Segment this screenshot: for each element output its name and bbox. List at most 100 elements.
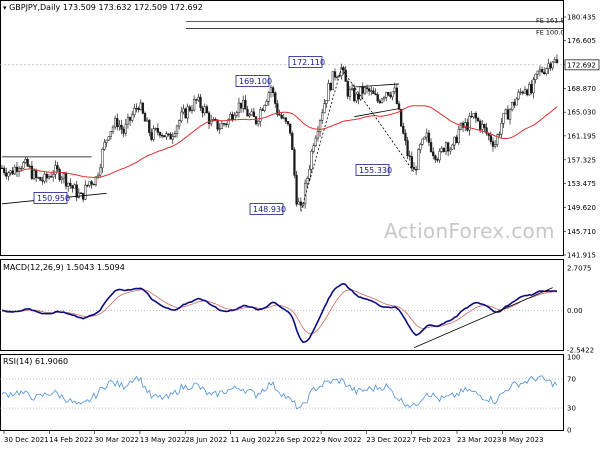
- candle-body: [391, 91, 394, 98]
- ohlc-high: 173.632: [98, 3, 132, 12]
- candle-body: [124, 123, 127, 134]
- candle-body: [483, 124, 486, 128]
- candle-body: [269, 87, 273, 93]
- axis-layer: 180.435 176.605 172.692 168.870 165.030 161.1…: [3, 14, 600, 444]
- candle-body: [146, 119, 149, 122]
- rsi-tick-label: 0: [567, 427, 571, 435]
- candle-body: [404, 133, 407, 141]
- candle-body: [295, 174, 298, 205]
- candle-body: [385, 92, 388, 98]
- candle-body: [39, 177, 42, 181]
- candle-body: [9, 170, 12, 174]
- candle-body: [45, 173, 48, 179]
- candle-body: [105, 139, 108, 143]
- candle-body: [536, 70, 539, 75]
- date-tick-label: 7 Feb 2023: [412, 436, 451, 444]
- candle-body: [280, 114, 283, 119]
- candle-body: [126, 116, 130, 125]
- candle-body: [128, 116, 132, 121]
- candle-body: [203, 106, 206, 114]
- candle-body: [47, 176, 51, 179]
- candle-body: [175, 125, 179, 134]
- candle-body: [327, 83, 330, 101]
- candle-body: [222, 123, 226, 125]
- candle-body: [49, 176, 53, 178]
- candle-body: [408, 155, 411, 157]
- candle-body: [470, 115, 473, 118]
- candle-body: [547, 63, 550, 69]
- date-tick-label: 13 May 2022: [140, 436, 186, 444]
- price-annotation-box: [235, 75, 270, 87]
- candle-body: [178, 120, 181, 127]
- candle-body: [220, 123, 224, 129]
- fe-161-label: FE 161.8: [536, 17, 565, 25]
- watermark: ActionForex.com: [384, 219, 555, 243]
- price-panel-frame: [0, 0, 564, 256]
- candle-body: [549, 63, 552, 69]
- candle-body: [103, 142, 106, 150]
- candle-body: [553, 59, 557, 63]
- candle-body: [75, 184, 78, 198]
- candle-body: [231, 114, 234, 120]
- candle-body: [425, 132, 428, 138]
- date-tick-label: 9 Nov 2022: [321, 436, 361, 444]
- rsi-layer: [0, 375, 563, 410]
- candle-body: [246, 109, 249, 117]
- candle-body: [438, 151, 441, 161]
- candle-body: [5, 172, 8, 177]
- macd-tick-label: 2.7075: [567, 265, 592, 273]
- candle-body: [318, 120, 322, 132]
- candle-body: [485, 127, 488, 134]
- candle-body: [135, 107, 138, 110]
- candle-body: [201, 107, 204, 114]
- date-tick-label: 26 Sep 2022: [276, 436, 320, 444]
- candle-body: [449, 148, 452, 152]
- candle-body: [504, 109, 507, 114]
- candle-body: [182, 108, 185, 113]
- candle-body: [538, 69, 542, 72]
- price-tick-label: 165.030: [567, 109, 596, 117]
- candle-body: [410, 156, 413, 168]
- candle-body: [517, 91, 520, 100]
- ohlc-low: 172.509: [134, 3, 168, 12]
- candle-body: [58, 168, 61, 181]
- candle-body: [376, 94, 379, 102]
- label-layer: 172.110 169.100 155.330 150.950 148.930: [33, 56, 392, 215]
- candle-body: [515, 98, 518, 106]
- candle-body: [361, 86, 364, 94]
- candle-body: [321, 112, 324, 121]
- candle-body: [466, 122, 469, 131]
- price-annotation-box: [288, 56, 323, 68]
- candle-body: [329, 83, 332, 91]
- price-panel-title: ▾ GBPJPY,Daily 173.509 173.632 172.509 1…: [3, 3, 203, 12]
- candle-body: [350, 88, 354, 90]
- candle-body: [551, 61, 554, 69]
- candle-body: [534, 73, 537, 80]
- price-annotation-label: 150.950: [37, 194, 70, 203]
- candle-body: [79, 192, 83, 195]
- candle-body: [86, 184, 89, 187]
- price-tick-label: 157.325: [567, 156, 596, 164]
- rsi-tick-label: 100: [567, 354, 580, 362]
- candle-body: [382, 97, 386, 100]
- macd-panel-frame: [0, 259, 564, 351]
- candle-body: [233, 115, 236, 120]
- candle-body: [293, 149, 296, 176]
- candle-body: [197, 96, 200, 101]
- date-tick-label: 30 Mar 2022: [95, 436, 139, 444]
- candle-body: [32, 170, 36, 179]
- candle-body: [190, 109, 194, 112]
- candle-body: [476, 117, 480, 122]
- candle-body: [2, 167, 6, 173]
- candle-body: [543, 71, 546, 75]
- candle-body: [150, 132, 153, 140]
- candle-body: [143, 113, 147, 122]
- candle-body: [291, 132, 294, 150]
- candle-body: [444, 142, 448, 152]
- candle-body: [511, 102, 514, 110]
- macd-trend-line: [413, 287, 553, 349]
- candle-body: [35, 170, 38, 178]
- candle-body: [52, 173, 55, 178]
- candle-body: [133, 107, 136, 115]
- candle-body: [267, 92, 270, 102]
